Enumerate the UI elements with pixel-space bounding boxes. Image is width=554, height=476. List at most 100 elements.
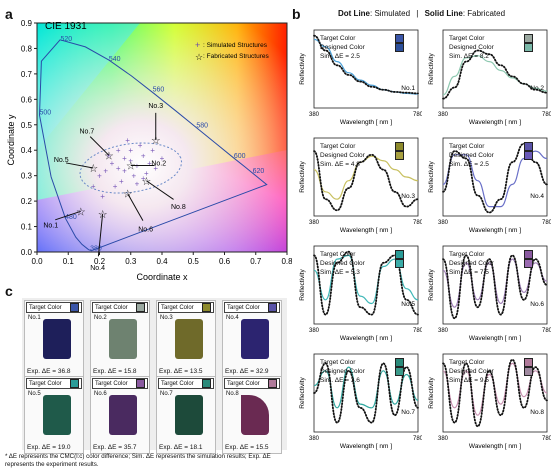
designed-swatch [395, 367, 404, 376]
header-solid-text: : Fabricated [462, 9, 506, 18]
locus-label: 520 [60, 36, 72, 43]
legend-target-label: Target Color [320, 251, 356, 258]
sample-target-swatch [202, 303, 211, 312]
sample-target-swatch [268, 303, 277, 312]
x-start-label: 380 [309, 328, 320, 334]
simulated-point: + [128, 156, 133, 165]
spectrum-no-label: No.7 [401, 409, 415, 416]
legend-target-row: Target Color [449, 358, 533, 367]
x-end-label: 780 [413, 436, 422, 442]
sample-target-header: Target Color [92, 378, 148, 389]
sample-target-header: Target Color [158, 302, 214, 313]
designed-swatch [524, 367, 533, 376]
simulated-point: + [122, 154, 127, 163]
designed-swatch [395, 259, 404, 268]
x-start-label: 380 [438, 220, 449, 226]
sample-target-header: Target Color [92, 302, 148, 313]
designed-swatch [524, 43, 533, 52]
header-separator: | [416, 9, 419, 18]
legend-designed-label: Designed Color [320, 44, 365, 51]
simulated-point: + [113, 182, 118, 191]
annotation-arrow [97, 213, 104, 257]
legend-target-row: Target Color [449, 34, 533, 43]
x-tick-label: 0.3 [125, 257, 137, 266]
target-swatch [524, 34, 533, 43]
target-swatch [395, 34, 404, 43]
point-annotations: No.1 No.2 No.3 No.4 No.5 No.6 No.7 No.8 [43, 103, 186, 272]
sample-no-label: No.3 [160, 315, 173, 321]
spectrum-no-label: No.3 [401, 193, 415, 200]
sample-target-header: Target Color [224, 378, 280, 389]
fabricated-point: ☆ [104, 150, 114, 162]
fabricated-point: ☆ [126, 160, 136, 172]
fabricated-point: ☆ [141, 176, 151, 188]
sample-target-swatch [70, 303, 79, 312]
y-tick-label: 0.2 [21, 197, 33, 206]
simulated-point: + [125, 136, 130, 145]
legend-target-label: Target Color [320, 35, 356, 42]
spectrum-xlabel: Wavelength [ nm ] [469, 443, 521, 450]
spectrum-ylabel: Reflectivity [428, 269, 435, 301]
legend-target-label: Target Color [449, 251, 485, 258]
target-swatch [524, 142, 533, 151]
simulated-point: + [103, 167, 108, 176]
spectrum-ylabel: Reflectivity [299, 53, 306, 85]
spectrum-xlabel: Wavelength [ nm ] [469, 227, 521, 234]
locus-label: 600 [234, 153, 246, 160]
sample-film [241, 395, 269, 435]
sample-card: Target Color No.6 Exp. ΔE = 35.7 [90, 376, 150, 454]
target-swatch [395, 358, 404, 367]
sim-delta-e: Sim. ΔE = 5.3 [320, 269, 360, 276]
simulated-point: + [153, 164, 158, 173]
designed-swatch [395, 43, 404, 52]
simulated-point: + [141, 174, 146, 183]
sample-target-header: Target Color [26, 378, 82, 389]
sample-target-swatch [202, 379, 211, 388]
y-tick-label: 0.3 [21, 172, 33, 181]
spectrum-no-label: No.6 [530, 301, 544, 308]
sample-no-label: No.6 [94, 391, 107, 397]
spectrum-no-label: No.8 [530, 409, 544, 416]
spectrum-ylabel: Reflectivity [299, 161, 306, 193]
legend-designed-label: Designed Color [320, 260, 365, 267]
legend-designed-row: Designed Color [320, 259, 404, 268]
sample-film [241, 319, 269, 359]
spectrum-no-label: No.4 [530, 193, 544, 200]
annotation-label: No.6 [138, 226, 153, 233]
sample-target-label: Target Color [227, 380, 260, 387]
cie-axes: 0.0 0.1 0.2 0.3 0.4 0.5 0.6 0.7 0.8 0.0 0.1 0.2 0.3 0… [21, 19, 292, 266]
y-tick-label: 0.4 [21, 146, 33, 155]
sample-no-label: No.5 [28, 391, 41, 397]
sample-target-header: Target Color [158, 378, 214, 389]
spectrum-legend: Target Color Designed Color Sim. ΔE = 2.5 [320, 34, 404, 61]
x-end-label: 780 [542, 220, 551, 226]
x-start-label: 380 [438, 328, 449, 334]
simulated-point: + [141, 151, 146, 160]
legend-target-label: Target Color [320, 143, 356, 150]
spectra-grid: 380 780 Wavelength [ nm ] Reflectivity No.1 T… [296, 22, 554, 476]
simulated-curve [442, 49, 548, 100]
sample-film [109, 395, 137, 435]
sample-target-swatch [136, 379, 145, 388]
spectrum-panel: 380 780 Wavelength [ nm ] Reflectivity No.4 [428, 137, 551, 234]
fabricated-point: ☆ [76, 206, 86, 218]
y-tick-label: 0.6 [21, 95, 33, 104]
sim-delta-e: Sim. ΔE = 3.6 [320, 377, 360, 384]
sample-exp-delta-e: Exp. ΔE = 32.9 [225, 368, 269, 375]
legend-fabricated-label: : Fabricated Structures [203, 53, 269, 60]
spectrum-ylabel: Reflectivity [299, 377, 306, 409]
sample-film [175, 395, 203, 435]
legend-target-row: Target Color [320, 34, 404, 43]
annotation-arrow [146, 180, 174, 200]
simulated-point: + [100, 192, 105, 201]
spectrum-xlabel: Wavelength [ nm ] [469, 335, 521, 342]
sample-photos: Target Color No.1 Exp. ΔE = 36.8 Target Col… [22, 298, 287, 454]
fabricated-point: ☆ [88, 163, 98, 175]
spectrum-no-label: No.5 [401, 301, 415, 308]
annotation-label: No.3 [148, 103, 163, 110]
cie-title: CIE 1931 [45, 21, 87, 32]
legend-designed-row: Designed Color [449, 151, 533, 160]
sample-no-label: No.7 [160, 391, 173, 397]
annotation-arrow [127, 193, 144, 221]
legend-designed-row: Designed Color [449, 259, 533, 268]
